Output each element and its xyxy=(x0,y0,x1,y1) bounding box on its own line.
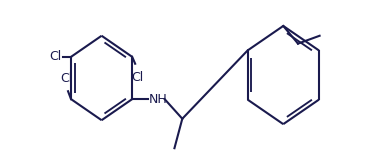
Text: Cl: Cl xyxy=(60,72,72,85)
Text: Cl: Cl xyxy=(49,50,61,63)
Text: NH: NH xyxy=(149,93,168,106)
Text: Cl: Cl xyxy=(131,71,143,84)
